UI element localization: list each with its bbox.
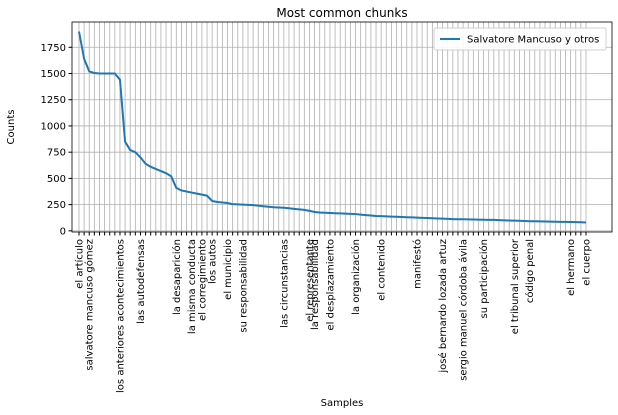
- y-tick-label: 1500: [41, 69, 66, 80]
- y-tick-label: 1750: [41, 43, 66, 54]
- x-tick-label: el artículo: [74, 239, 86, 289]
- x-tick-label: su responsabilidad: [238, 239, 249, 333]
- legend-label: Salvatore Mancuso y otros: [467, 35, 599, 46]
- y-tick-label: 0: [60, 226, 66, 237]
- x-tick-label: la responsabilidad: [310, 239, 321, 330]
- y-tick-label: 500: [47, 174, 66, 185]
- x-tick-label: sergio manuel córdoba ávila: [458, 239, 470, 381]
- x-axis-label: Samples: [321, 398, 364, 409]
- x-tick-label: los autos: [208, 239, 219, 284]
- x-tick-label: la desaparición: [171, 239, 183, 315]
- plot-frame: [71, 21, 613, 233]
- x-tick-label: manifestó: [412, 239, 424, 289]
- x-tick-label: la organización: [350, 239, 362, 315]
- x-tick-label: las circunstancias: [279, 239, 290, 328]
- x-tick-label: su participación: [478, 239, 490, 319]
- x-tick-label: salvatore mancuso gómez: [84, 239, 96, 371]
- x-tick-label: el municipio: [223, 239, 234, 300]
- y-tick-label: 1000: [41, 121, 66, 132]
- x-tick-label: el contenido: [377, 239, 388, 301]
- y-tick-label: 250: [47, 200, 66, 211]
- x-tick-label: el hermano: [566, 239, 577, 296]
- y-axis-label: Counts: [6, 110, 17, 145]
- y-tick-label: 750: [47, 148, 66, 159]
- x-tick-label: código penal: [524, 239, 536, 303]
- x-tick-label: el representante: [305, 239, 316, 322]
- x-tick-label: josé bernardo lozada artuz: [437, 239, 449, 374]
- line: [78, 31, 587, 224]
- x-tick-label: la misma conducta: [187, 239, 198, 334]
- x-tick-label: el cuerpo: [582, 239, 593, 286]
- x-tick-label: el tribunal superior: [510, 238, 521, 334]
- y-tick-label: 1250: [41, 95, 66, 106]
- x-tick-label: el corregimiento: [197, 239, 208, 321]
- chart-title: Most common chunks: [276, 6, 407, 20]
- x-tick-label: los anteriores acontecimientos: [115, 239, 126, 393]
- x-tick-label: las autodefensas: [136, 239, 147, 324]
- x-tick-label: el desplazamiento: [325, 239, 336, 331]
- legend: Salvatore Mancuso y otros: [433, 27, 607, 51]
- legend-box: [433, 27, 607, 51]
